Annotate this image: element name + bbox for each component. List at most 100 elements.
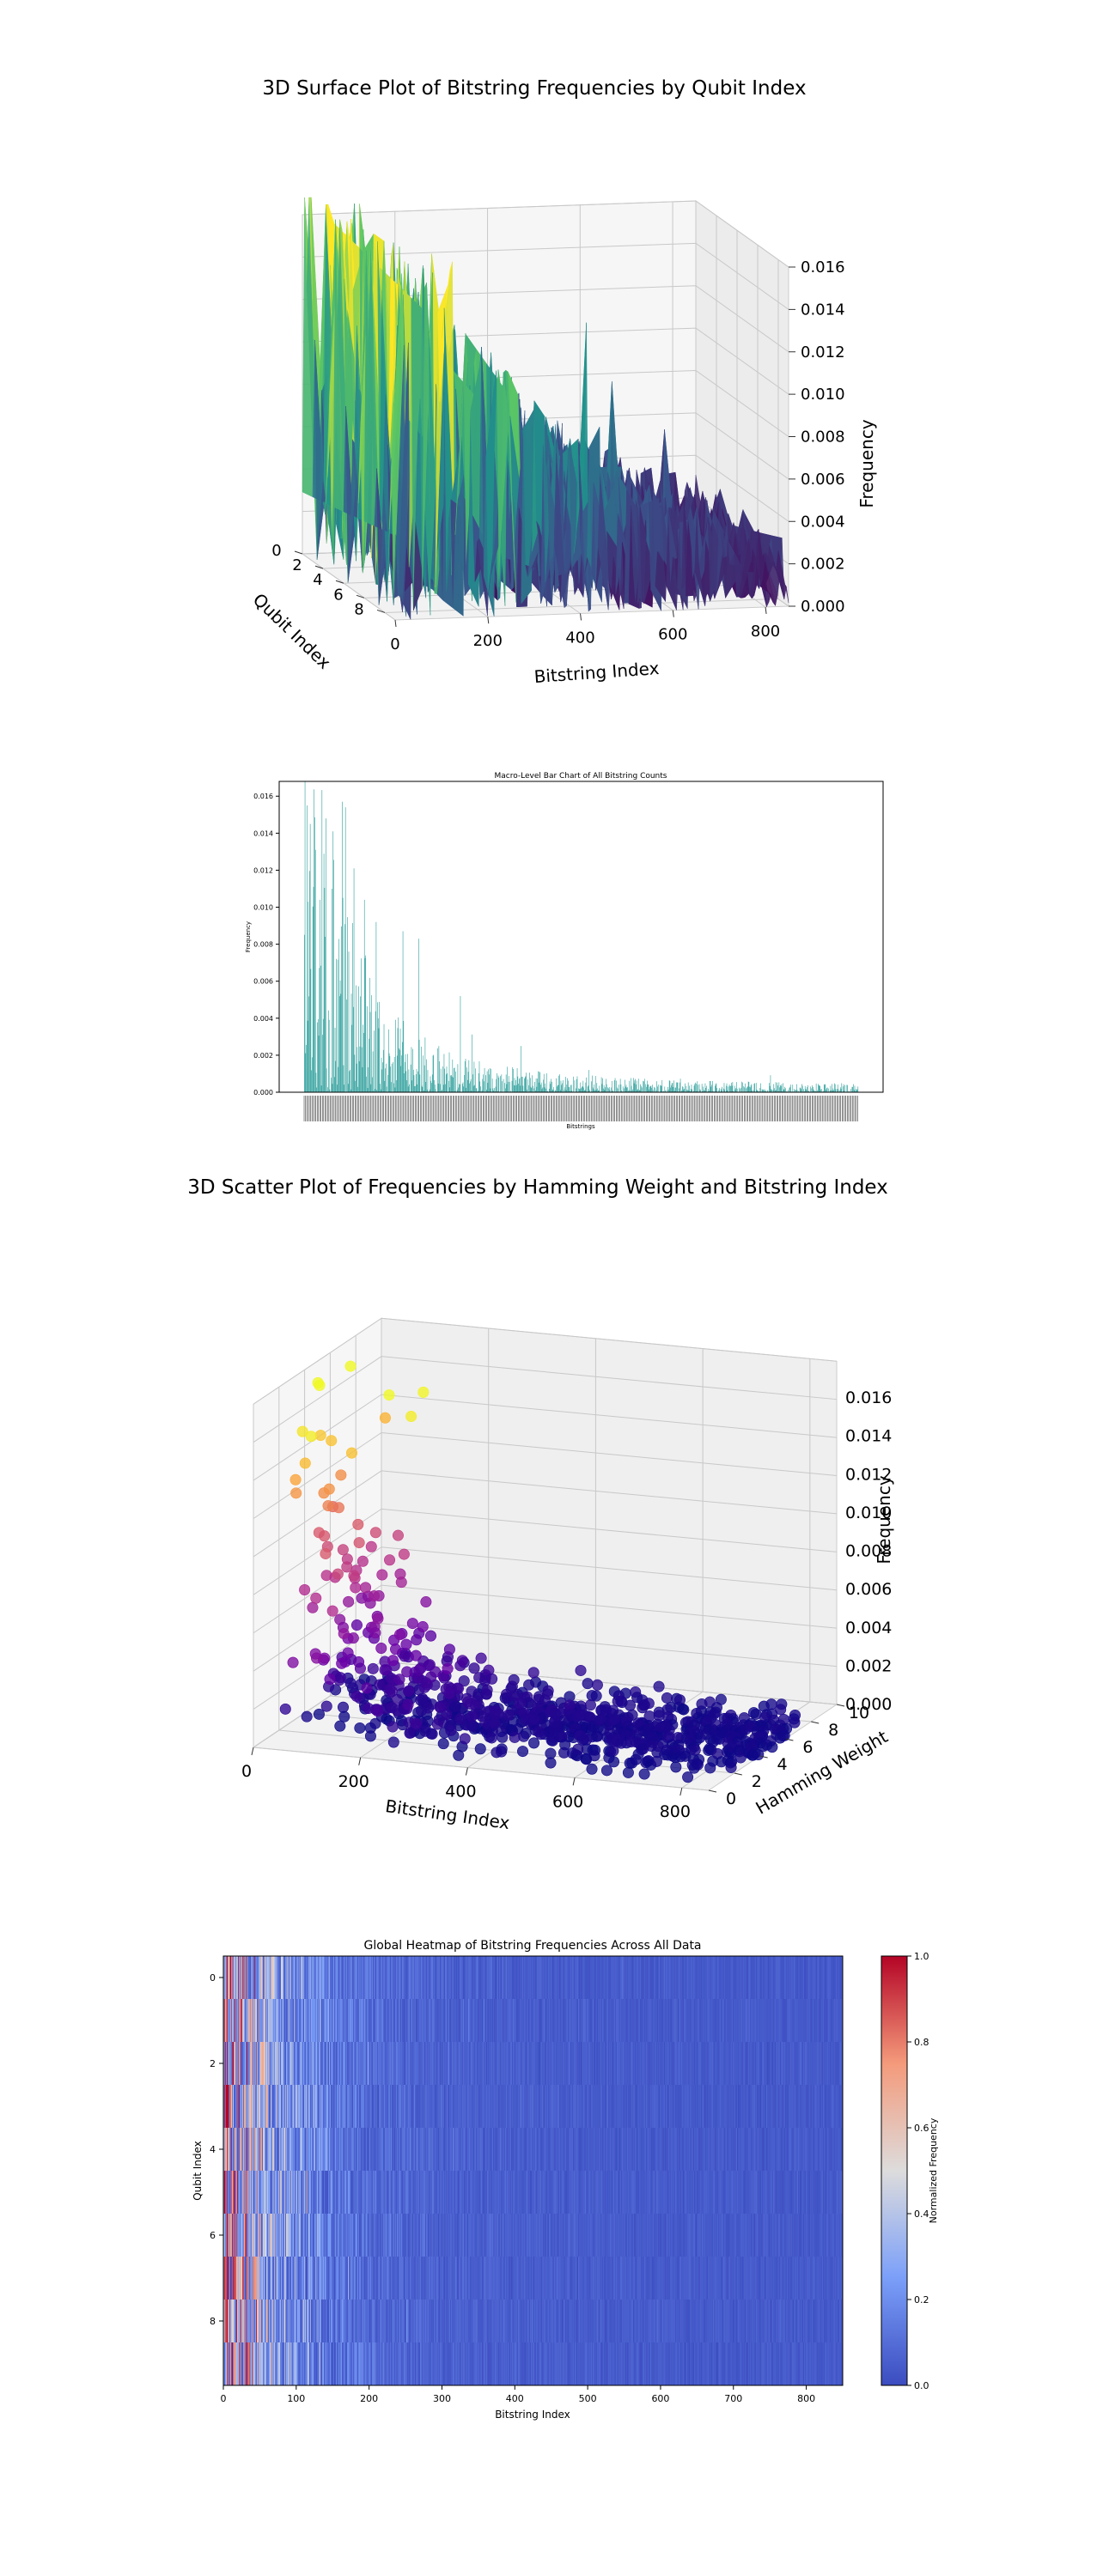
scatter-point — [789, 1716, 801, 1728]
surface-z-tick-label: 0.006 — [801, 471, 845, 489]
bar — [478, 1060, 480, 1092]
heatmap-cell — [660, 1956, 661, 2000]
scatter-x-tick-label: 400 — [445, 1783, 476, 1801]
heatmap-cell — [223, 1956, 226, 2000]
heatmap-cell — [357, 1956, 359, 2000]
bar — [801, 1084, 802, 1092]
heatmap-cell — [233, 1999, 235, 2043]
heatmap-cell — [835, 1956, 837, 2000]
heatmap-cell — [500, 1956, 502, 2000]
heatmap-cell — [439, 1956, 442, 2000]
bar — [538, 1071, 539, 1092]
heatmap-cell — [458, 1956, 460, 2000]
heatmap-cell — [338, 1999, 341, 2043]
scatter-point — [704, 1762, 716, 1774]
heatmap-cell — [633, 1956, 635, 2000]
bar — [783, 1089, 785, 1092]
heatmap-cell — [309, 1999, 311, 2043]
heatmap-cell — [689, 1956, 692, 2000]
bar — [328, 1010, 329, 1092]
heatmap-cell — [721, 1956, 722, 2000]
heatmap-cell — [326, 1999, 328, 2043]
heatmap-cell — [308, 1956, 310, 2000]
bar — [649, 1086, 650, 1092]
bar — [353, 1006, 354, 1092]
bar — [382, 1049, 384, 1092]
bar — [725, 1085, 727, 1092]
bar — [647, 1084, 649, 1092]
bar — [619, 1078, 621, 1092]
bar — [369, 977, 370, 1092]
heatmap-cell — [832, 1956, 834, 2000]
heatmap-cell — [555, 1956, 558, 2000]
surface-x-tick — [487, 617, 490, 624]
bar — [326, 1091, 328, 1092]
bar — [796, 1090, 798, 1092]
heatmap-cell — [637, 1956, 639, 2000]
bar — [350, 993, 352, 1092]
bar — [627, 1087, 628, 1092]
bar — [804, 1091, 805, 1092]
heatmap-cell — [296, 1999, 298, 2043]
heatmap-cell — [224, 1956, 226, 2000]
heatmap-cell — [369, 1956, 371, 2000]
heatmap-cell — [799, 1956, 801, 2000]
heatmap-cell — [394, 1999, 396, 2043]
scatter-point — [320, 1547, 332, 1559]
heatmap-cell — [540, 1956, 543, 2000]
heatmap-cell — [568, 1956, 570, 2000]
heatmap-cell — [801, 1956, 803, 2000]
heatmap-cell — [522, 1956, 524, 2000]
heatmap-cell — [304, 1956, 306, 2000]
heatmap-cell — [406, 1999, 409, 2043]
bar — [679, 1082, 680, 1092]
bar — [661, 1085, 662, 1092]
bar — [409, 1084, 410, 1092]
surface-y-tick-label: 8 — [354, 600, 363, 618]
bar — [402, 1042, 403, 1092]
bar — [704, 1091, 705, 1092]
bar — [482, 1078, 484, 1092]
heatmap-cell — [346, 1999, 348, 2043]
bar — [664, 1086, 666, 1092]
scatter-point — [535, 1728, 547, 1741]
bar — [309, 823, 311, 1092]
heatmap-cell — [415, 1956, 417, 2000]
scatter-point — [575, 1664, 587, 1676]
heatmap-cell — [777, 1956, 779, 2000]
heatmap-cell — [814, 1956, 816, 2000]
bar — [498, 1077, 500, 1092]
heatmap-cell — [756, 1956, 759, 2000]
bar — [602, 1078, 603, 1092]
heatmap-cell — [407, 1956, 409, 2000]
heatmap-cell — [811, 1956, 813, 2000]
bar — [525, 1076, 527, 1092]
heatmap-cell — [277, 1956, 279, 2000]
heatmap-cell — [678, 1956, 679, 2000]
heatmap-cell — [699, 1956, 701, 2000]
heatmap-cell — [439, 1956, 441, 2000]
heatmap-cell — [326, 1999, 327, 2043]
bar — [403, 1021, 405, 1092]
heatmap-cell — [578, 1956, 581, 2000]
heatmap-cell — [391, 1956, 393, 2000]
heatmap-cell — [426, 1956, 428, 2000]
bar — [558, 1075, 559, 1092]
scatter-point — [356, 1555, 369, 1567]
heatmap-cell — [805, 1956, 807, 2000]
bar — [557, 1086, 558, 1092]
bar — [562, 1083, 563, 1092]
heatmap-cell — [531, 1956, 533, 2000]
bar — [385, 1068, 386, 1092]
heatmap-cell — [235, 1956, 237, 2000]
bar — [415, 1074, 417, 1092]
heatmap-cell — [363, 1956, 365, 2000]
heatmap-cell — [383, 1956, 385, 2000]
heatmap-cell — [387, 1999, 389, 2043]
heatmap-cell — [768, 1956, 770, 2000]
bar — [550, 1084, 552, 1092]
heatmap-cell — [327, 1999, 329, 2043]
scatter-point — [350, 1690, 363, 1702]
heatmap-cell — [511, 1956, 513, 2000]
bar — [512, 1066, 514, 1092]
